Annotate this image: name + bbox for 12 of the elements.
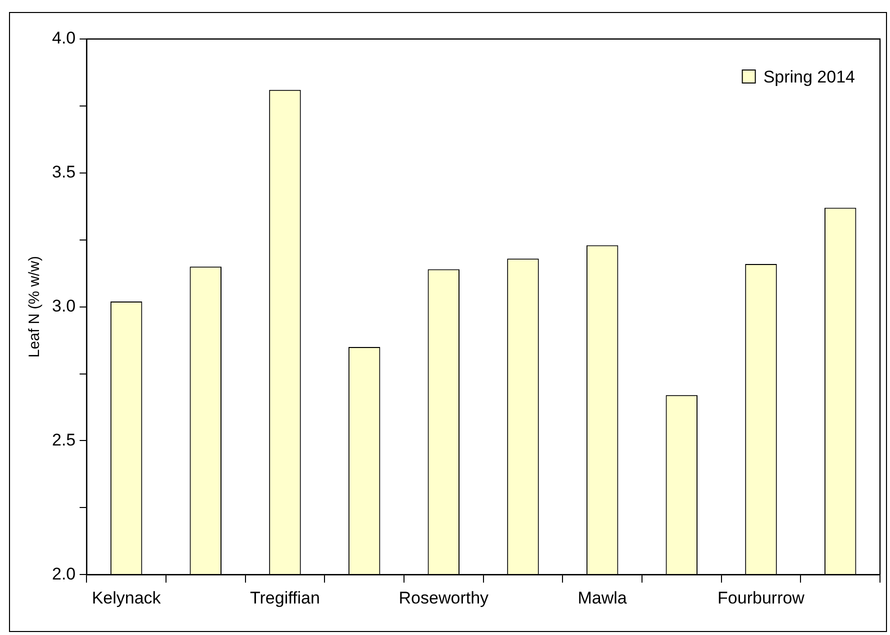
x-tick-label: Fourburrow <box>718 588 806 608</box>
y-tick-label: 3.0 <box>52 296 76 316</box>
y-tick-label: 2.0 <box>52 564 76 584</box>
x-tick-label: Tregiffian <box>250 588 320 608</box>
x-tick-label: Mawla <box>578 588 628 608</box>
x-tick-label: Kelynack <box>92 588 162 608</box>
legend-label: Spring 2014 <box>763 68 856 87</box>
y-tick-label: 4.0 <box>52 28 76 48</box>
x-tick-label: Roseworthy <box>398 588 490 608</box>
y-tick-label: 2.5 <box>52 430 76 450</box>
y-axis-title: Leaf N (% w/w) <box>26 256 44 358</box>
y-tick-label: 3.5 <box>52 162 76 182</box>
